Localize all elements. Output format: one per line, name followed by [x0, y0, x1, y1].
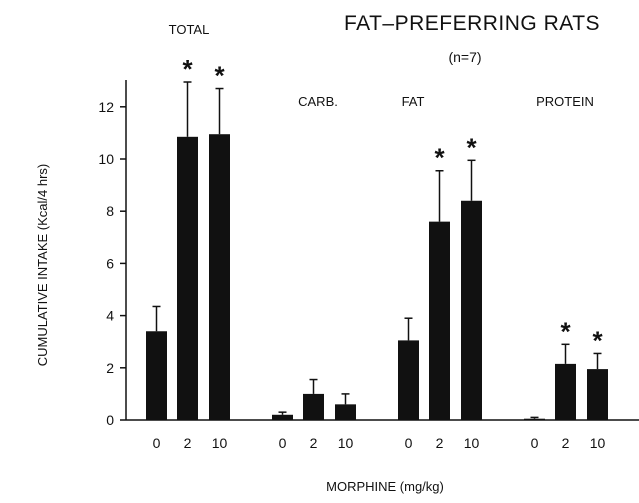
x-tick-label: 0: [405, 435, 413, 451]
chart-subtitle: (n=7): [448, 49, 481, 65]
x-tick-label: 10: [464, 435, 480, 451]
x-tick-label: 2: [562, 435, 570, 451]
bar: [429, 221, 450, 420]
y-tick-label: 0: [106, 412, 114, 428]
bar: [335, 404, 356, 420]
chart-marks: 0 2 4 6 8 10 12 TOTAL 0 * 2 * 10 CARB. 0 2 10 FAT 0 * 2 * 10 PR…: [98, 22, 639, 451]
x-tick-label: 0: [531, 435, 539, 451]
significance-marker: *: [466, 132, 477, 162]
bar: [209, 134, 230, 420]
y-axis-label: CUMULATIVE INTAKE (Kcal/4 hrs): [35, 164, 50, 367]
x-axis-label: MORPHINE (mg/kg): [326, 479, 444, 494]
y-tick-label: 4: [106, 308, 114, 324]
y-tick-label: 8: [106, 203, 114, 219]
x-tick-label: 10: [212, 435, 228, 451]
bar: [555, 363, 576, 420]
bar: [272, 414, 293, 420]
chart-title: FAT–PREFERRING RATS: [344, 12, 600, 35]
bar: [461, 200, 482, 420]
x-tick-label: 10: [338, 435, 354, 451]
group-label: FAT: [402, 94, 425, 109]
significance-marker: *: [214, 61, 225, 91]
bar: [587, 369, 608, 420]
y-tick-label: 2: [106, 360, 114, 376]
bar: [398, 340, 419, 420]
y-tick-label: 10: [98, 151, 114, 167]
x-tick-label: 2: [310, 435, 318, 451]
x-tick-label: 2: [184, 435, 192, 451]
significance-marker: *: [592, 325, 603, 355]
significance-marker: *: [434, 143, 445, 173]
x-tick-label: 2: [436, 435, 444, 451]
bar: [524, 418, 545, 421]
bar: [146, 331, 167, 420]
bar: [177, 136, 198, 420]
group-label: TOTAL: [169, 22, 210, 37]
y-tick-label: 12: [98, 99, 114, 115]
bar: [303, 393, 324, 420]
x-tick-label: 0: [153, 435, 161, 451]
significance-marker: *: [182, 54, 193, 84]
x-tick-label: 0: [279, 435, 287, 451]
significance-marker: *: [560, 316, 571, 346]
x-tick-label: 10: [590, 435, 606, 451]
group-label: CARB.: [298, 94, 338, 109]
group-label: PROTEIN: [536, 94, 594, 109]
y-tick-label: 6: [106, 255, 114, 271]
